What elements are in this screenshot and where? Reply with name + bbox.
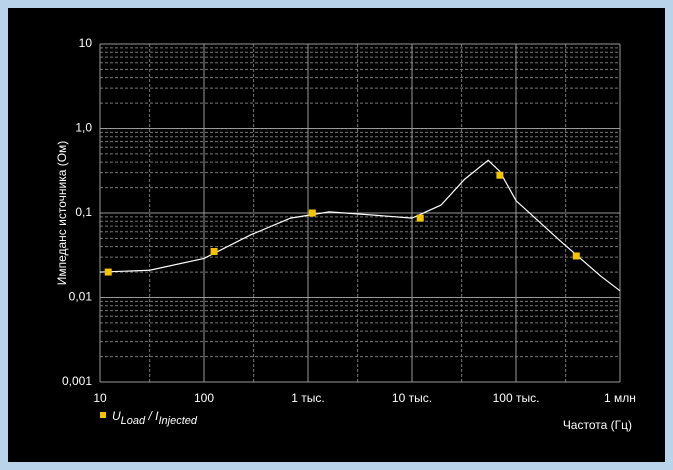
y-tick-label: 10: [79, 36, 93, 50]
y-tick-label: 0,001: [62, 374, 92, 388]
x-tick-label: 100 тыс.: [493, 391, 540, 405]
legend-text-part: / I: [145, 409, 159, 423]
y-tick-label: 0,01: [69, 290, 93, 304]
data-point: [496, 171, 504, 179]
data-point: [572, 252, 580, 260]
legend-text-part: Injected: [159, 415, 198, 427]
data-point: [416, 214, 424, 222]
x-tick-label: 1 млн: [604, 391, 636, 405]
data-point: [210, 248, 218, 256]
legend-label: ULoad / IInjected: [112, 409, 198, 427]
chart-background: [8, 8, 665, 462]
legend-text-part: Load: [121, 415, 146, 427]
legend-marker: [100, 412, 106, 418]
x-tick-label: 100: [194, 391, 214, 405]
x-tick-label: 1 тыс.: [291, 391, 324, 405]
data-point: [308, 209, 316, 217]
y-tick-label: 1,0: [75, 121, 92, 135]
y-tick-label: 0,1: [75, 205, 92, 219]
x-axis-label: Частота (Гц): [563, 418, 632, 432]
impedance-curve: [99, 159, 621, 292]
y-axis-label: Импеданс источника (Ом): [55, 141, 69, 286]
data-point: [104, 268, 112, 276]
x-tick-label: 10: [93, 391, 107, 405]
x-tick-label: 10 тыс.: [392, 391, 432, 405]
legend-text-part: U: [112, 409, 121, 423]
